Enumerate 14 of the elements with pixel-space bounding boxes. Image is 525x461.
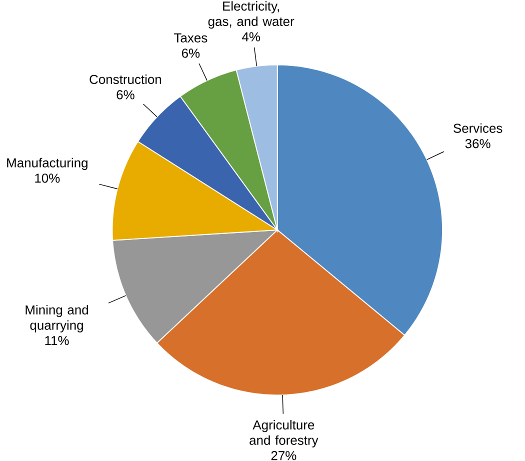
data-label: 4% [242, 32, 260, 42]
data-label: 10% [35, 173, 60, 183]
slice-label: Taxes [174, 33, 208, 42]
data-label: 6% [182, 48, 200, 58]
data-label: 6% [116, 90, 134, 100]
slice-label: Construction [90, 74, 162, 84]
slice-label: Electricity, gas, and water [208, 1, 294, 28]
slice-label: Agriculture and forestry [250, 420, 318, 448]
data-label: 11% [45, 336, 69, 345]
data-label: 27% [271, 450, 296, 460]
slice-label: Services [454, 123, 502, 133]
slice-label: Manufacturing [7, 158, 88, 170]
slice-label: Mining and quarrying [26, 304, 88, 332]
data-label: 36% [465, 138, 490, 148]
